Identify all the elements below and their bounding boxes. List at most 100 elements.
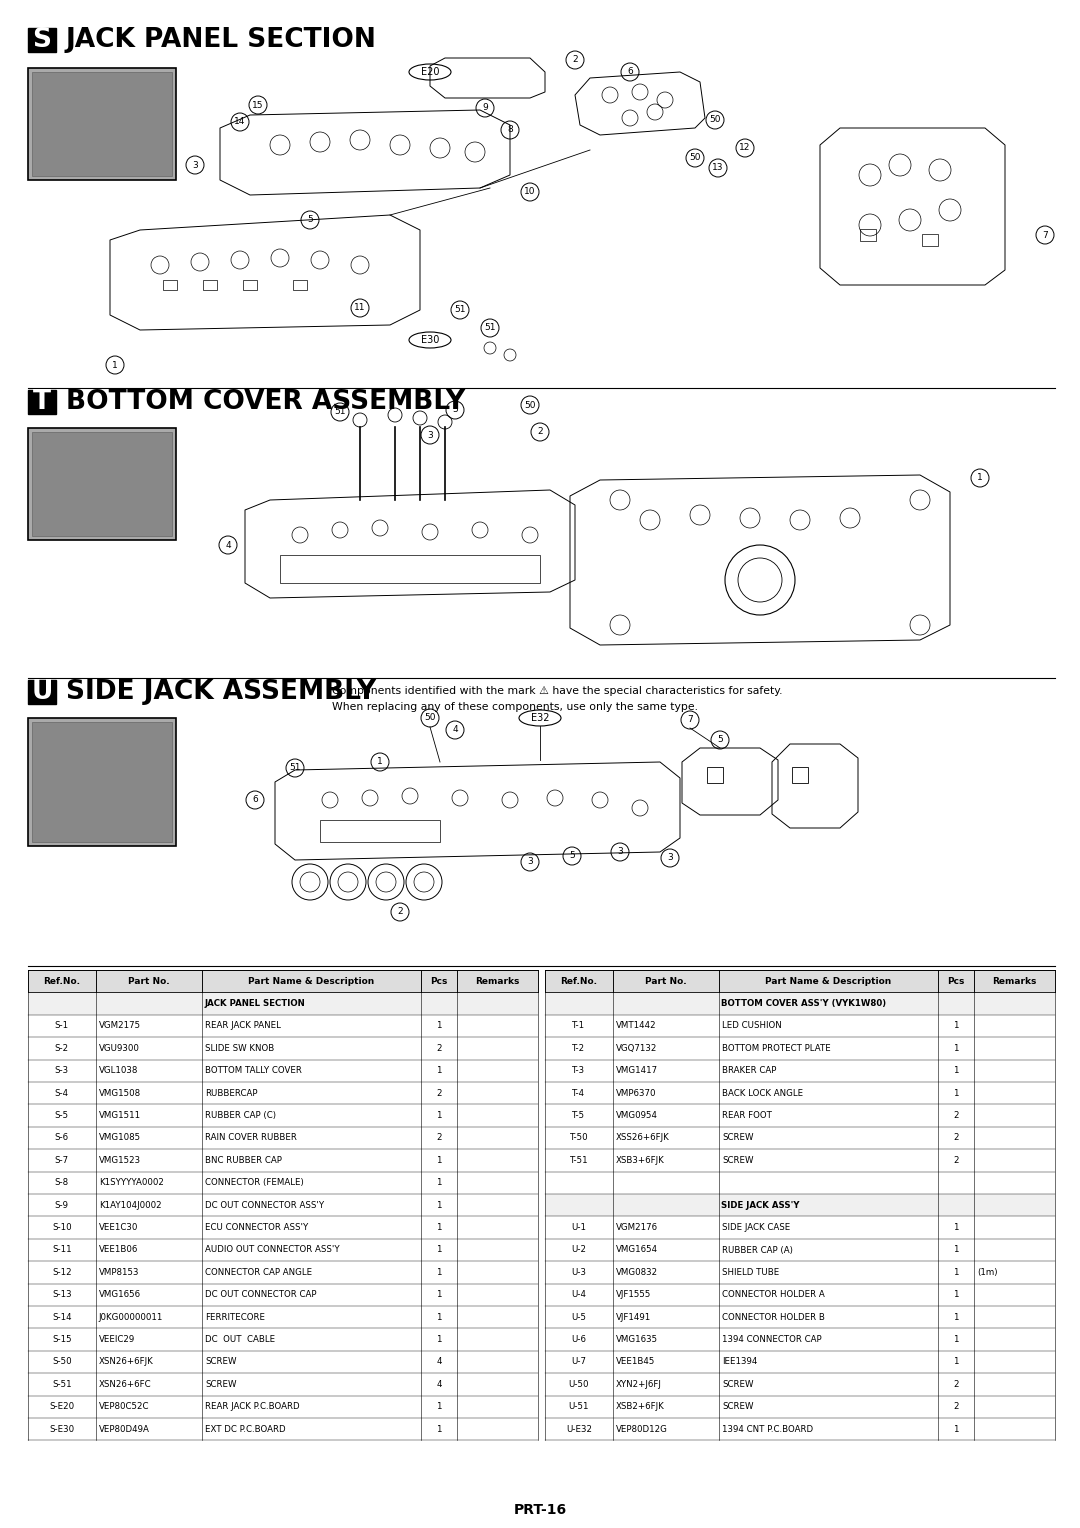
Text: 50: 50: [689, 153, 701, 162]
Text: FERRITECORE: FERRITECORE: [205, 1313, 266, 1322]
Text: S-12: S-12: [52, 1268, 71, 1277]
Text: SCREW: SCREW: [723, 1403, 754, 1412]
Text: 2: 2: [436, 1088, 442, 1097]
Text: DC  OUT  CABLE: DC OUT CABLE: [205, 1335, 275, 1345]
Text: 1: 1: [436, 1111, 442, 1120]
Text: 1: 1: [436, 1424, 442, 1433]
Text: 51: 51: [289, 764, 300, 773]
Text: BOTTOM TALLY COVER: BOTTOM TALLY COVER: [205, 1067, 302, 1076]
Text: S-15: S-15: [52, 1335, 71, 1345]
Text: S-6: S-6: [55, 1134, 69, 1143]
Text: SHIELD TUBE: SHIELD TUBE: [723, 1268, 780, 1277]
Text: 14: 14: [234, 118, 245, 127]
Text: 51: 51: [334, 408, 346, 417]
Text: 1: 1: [977, 474, 983, 483]
Text: 2: 2: [954, 1134, 959, 1143]
Text: (1m): (1m): [977, 1268, 998, 1277]
Text: CONNECTOR HOLDER B: CONNECTOR HOLDER B: [723, 1313, 825, 1322]
Text: SCREW: SCREW: [723, 1155, 754, 1164]
Text: Pcs: Pcs: [947, 976, 964, 986]
Text: VMP6370: VMP6370: [616, 1088, 657, 1097]
Text: 1: 1: [436, 1201, 442, 1210]
Text: VGM2175: VGM2175: [98, 1022, 140, 1030]
Bar: [28, 992, 538, 1015]
Text: BACK LOCK ANGLE: BACK LOCK ANGLE: [723, 1088, 804, 1097]
Text: 6: 6: [252, 796, 258, 805]
Text: 10: 10: [524, 188, 536, 197]
Text: 2: 2: [954, 1403, 959, 1412]
Text: EXT DC P.C.BOARD: EXT DC P.C.BOARD: [205, 1424, 286, 1433]
Text: E30: E30: [421, 335, 440, 345]
Text: S-50: S-50: [52, 1357, 71, 1366]
Text: K1AY104J0002: K1AY104J0002: [98, 1201, 161, 1210]
Text: 2: 2: [537, 428, 543, 437]
Bar: [28, 680, 56, 704]
Text: 1: 1: [436, 1178, 442, 1187]
Text: VMG0954: VMG0954: [616, 1111, 658, 1120]
Text: 1: 1: [954, 1357, 959, 1366]
Text: U-6: U-6: [571, 1335, 586, 1345]
Text: 1: 1: [954, 1424, 959, 1433]
Text: XSB2+6FJK: XSB2+6FJK: [616, 1403, 664, 1412]
Text: 1: 1: [954, 1313, 959, 1322]
Text: 13: 13: [712, 163, 724, 173]
Text: RAIN COVER RUBBER: RAIN COVER RUBBER: [205, 1134, 297, 1143]
Text: VMG1417: VMG1417: [616, 1067, 658, 1076]
Text: XSN26+6FC: XSN26+6FC: [98, 1380, 151, 1389]
Text: 1: 1: [436, 1290, 442, 1299]
Text: 5: 5: [307, 215, 313, 225]
Text: S-5: S-5: [55, 1111, 69, 1120]
Text: T-1: T-1: [572, 1022, 585, 1030]
Text: T-4: T-4: [572, 1088, 585, 1097]
Text: 2: 2: [436, 1044, 442, 1053]
Text: 3: 3: [527, 857, 532, 866]
Text: VJF1555: VJF1555: [616, 1290, 651, 1299]
Text: 1394 CNT P.C.BOARD: 1394 CNT P.C.BOARD: [723, 1424, 813, 1433]
Text: 1: 1: [436, 1155, 442, 1164]
Text: 7: 7: [1042, 231, 1048, 240]
Text: S-4: S-4: [55, 1088, 69, 1097]
Bar: [203, 280, 217, 290]
Text: VEP80C52C: VEP80C52C: [98, 1403, 149, 1412]
Text: VGL1038: VGL1038: [98, 1067, 138, 1076]
Text: 1: 1: [954, 1022, 959, 1030]
Text: 2: 2: [436, 1134, 442, 1143]
Text: 1: 1: [436, 1222, 442, 1232]
Text: VEE1B45: VEE1B45: [616, 1357, 656, 1366]
Text: VEP80D12G: VEP80D12G: [616, 1424, 667, 1433]
Text: 1: 1: [954, 1290, 959, 1299]
Text: E32: E32: [530, 714, 550, 723]
Bar: [163, 280, 177, 290]
Text: 50: 50: [524, 400, 536, 410]
Text: 6: 6: [627, 67, 633, 76]
Text: BOTTOM COVER ASSEMBLY: BOTTOM COVER ASSEMBLY: [66, 390, 465, 416]
Text: XYN2+J6FJ: XYN2+J6FJ: [616, 1380, 662, 1389]
Text: VMG1508: VMG1508: [98, 1088, 140, 1097]
Text: 1: 1: [436, 1335, 442, 1345]
Text: VMP8153: VMP8153: [98, 1268, 139, 1277]
Text: VJF1491: VJF1491: [616, 1313, 651, 1322]
Text: T-3: T-3: [572, 1067, 585, 1076]
Text: BOTTOM COVER ASS'Y (VYK1W80): BOTTOM COVER ASS'Y (VYK1W80): [721, 999, 887, 1008]
Bar: [792, 767, 808, 782]
Bar: [28, 718, 176, 847]
Text: S-E30: S-E30: [50, 1424, 75, 1433]
Text: 5: 5: [717, 735, 723, 744]
Text: VMG1511: VMG1511: [98, 1111, 140, 1120]
Text: 2: 2: [954, 1111, 959, 1120]
Text: T: T: [33, 390, 51, 416]
Text: VEEIC29: VEEIC29: [98, 1335, 135, 1345]
Text: 51: 51: [484, 324, 496, 333]
Text: Ref.No.: Ref.No.: [43, 976, 80, 986]
Text: U-7: U-7: [571, 1357, 586, 1366]
Text: VEP80D49A: VEP80D49A: [98, 1424, 149, 1433]
Text: 4: 4: [436, 1380, 442, 1389]
Text: REAR JACK P.C.BOARD: REAR JACK P.C.BOARD: [205, 1403, 300, 1412]
Bar: [545, 1193, 1055, 1216]
Text: VMG1523: VMG1523: [98, 1155, 140, 1164]
Text: VGU9300: VGU9300: [98, 1044, 139, 1053]
Text: U-E32: U-E32: [566, 1424, 592, 1433]
Bar: [28, 390, 56, 414]
Bar: [545, 970, 1055, 992]
Bar: [28, 69, 176, 180]
